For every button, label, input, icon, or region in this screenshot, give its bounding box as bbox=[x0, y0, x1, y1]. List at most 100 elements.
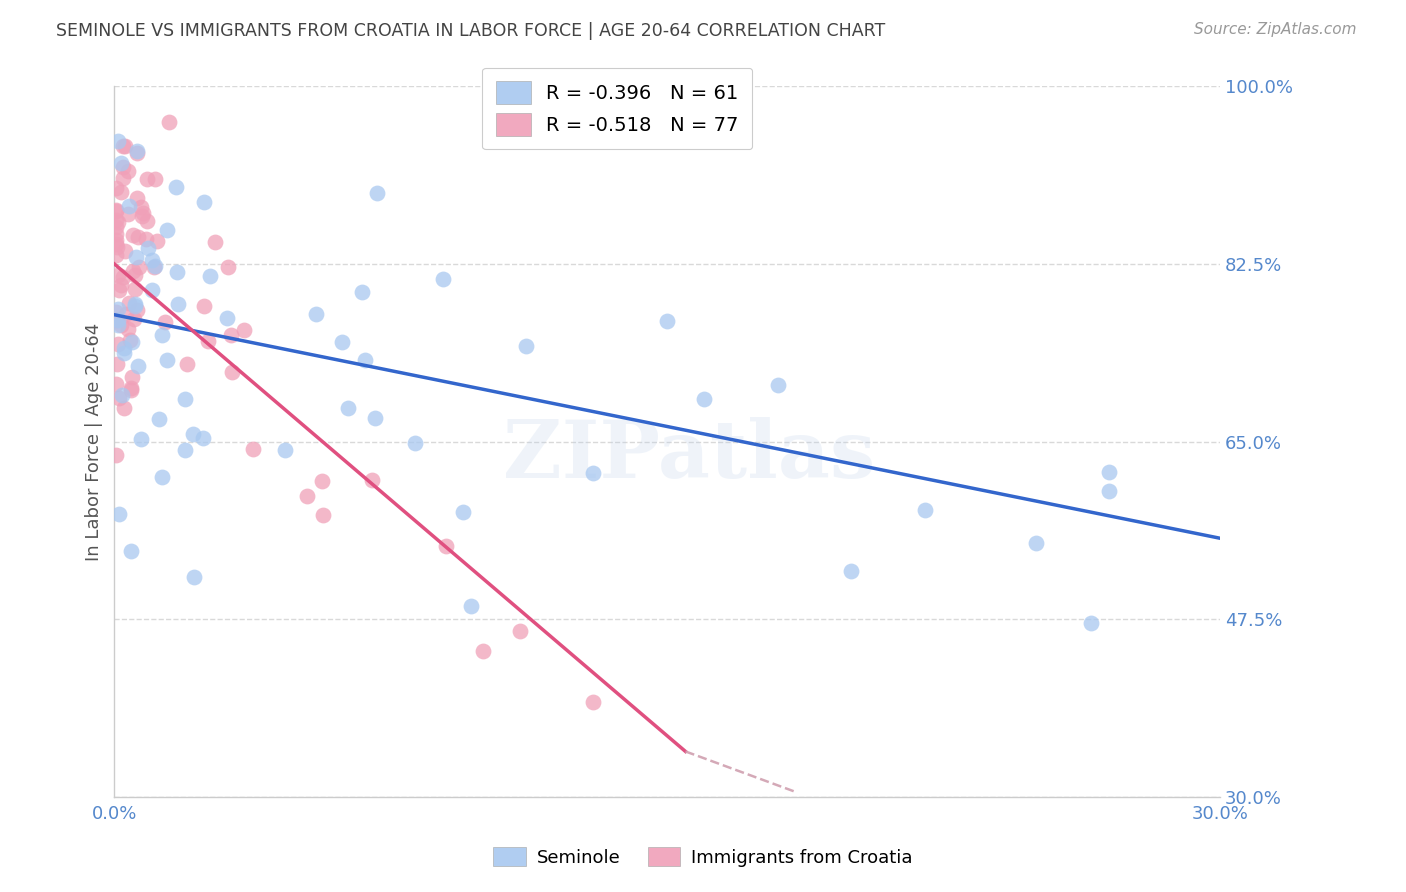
Legend: Seminole, Immigrants from Croatia: Seminole, Immigrants from Croatia bbox=[486, 840, 920, 874]
Point bbox=[693, 392, 716, 407]
Point bbox=[193, 300, 215, 314]
Point bbox=[453, 505, 475, 519]
Point bbox=[215, 310, 238, 325]
Point bbox=[105, 237, 128, 252]
Point bbox=[1098, 465, 1121, 479]
Point bbox=[121, 370, 143, 384]
Point bbox=[118, 296, 141, 310]
Point bbox=[105, 203, 128, 218]
Point bbox=[107, 301, 129, 316]
Point bbox=[104, 220, 127, 235]
Point bbox=[242, 442, 264, 456]
Point bbox=[117, 198, 139, 212]
Point bbox=[121, 264, 143, 278]
Point bbox=[115, 307, 138, 321]
Point bbox=[108, 392, 131, 406]
Point bbox=[155, 315, 177, 329]
Point bbox=[295, 489, 318, 503]
Point bbox=[330, 335, 353, 350]
Point bbox=[104, 180, 127, 194]
Point bbox=[129, 200, 152, 214]
Point bbox=[125, 302, 148, 317]
Point bbox=[127, 144, 149, 158]
Point bbox=[107, 215, 129, 229]
Point bbox=[120, 543, 142, 558]
Point bbox=[655, 314, 678, 328]
Point bbox=[1098, 483, 1121, 498]
Point bbox=[150, 328, 173, 343]
Point bbox=[135, 171, 157, 186]
Point bbox=[198, 269, 221, 284]
Point bbox=[111, 388, 134, 402]
Point bbox=[311, 508, 333, 522]
Point bbox=[136, 241, 159, 255]
Point bbox=[233, 323, 256, 337]
Point bbox=[204, 235, 226, 249]
Point bbox=[1080, 616, 1102, 631]
Point bbox=[117, 164, 139, 178]
Text: Source: ZipAtlas.com: Source: ZipAtlas.com bbox=[1194, 22, 1357, 37]
Point bbox=[141, 252, 163, 267]
Point bbox=[104, 233, 127, 247]
Point bbox=[127, 145, 149, 160]
Point bbox=[311, 475, 333, 489]
Point bbox=[114, 244, 136, 258]
Point bbox=[131, 432, 153, 446]
Point bbox=[167, 297, 190, 311]
Point bbox=[114, 139, 136, 153]
Point bbox=[156, 223, 179, 237]
Point bbox=[582, 694, 605, 708]
Point bbox=[104, 203, 127, 218]
Point bbox=[515, 339, 537, 353]
Point bbox=[165, 180, 187, 194]
Point bbox=[219, 327, 242, 342]
Point bbox=[176, 357, 198, 371]
Point bbox=[181, 426, 204, 441]
Point bbox=[305, 307, 328, 321]
Point bbox=[434, 539, 457, 553]
Point bbox=[143, 260, 166, 274]
Y-axis label: In Labor Force | Age 20-64: In Labor Force | Age 20-64 bbox=[86, 323, 103, 561]
Point bbox=[766, 378, 789, 392]
Point bbox=[117, 206, 139, 220]
Point bbox=[105, 213, 128, 227]
Point bbox=[107, 134, 129, 148]
Point bbox=[274, 443, 297, 458]
Point bbox=[366, 186, 388, 200]
Point bbox=[107, 507, 129, 521]
Point bbox=[364, 410, 387, 425]
Point bbox=[136, 213, 159, 227]
Point bbox=[112, 346, 135, 360]
Point bbox=[361, 473, 384, 487]
Point bbox=[148, 412, 170, 426]
Point bbox=[112, 341, 135, 355]
Point bbox=[839, 565, 862, 579]
Point bbox=[174, 392, 197, 406]
Point bbox=[104, 376, 127, 391]
Point bbox=[127, 230, 149, 244]
Point bbox=[112, 160, 135, 174]
Legend: R = -0.396   N = 61, R = -0.518   N = 77: R = -0.396 N = 61, R = -0.518 N = 77 bbox=[482, 68, 752, 150]
Point bbox=[404, 436, 426, 450]
Point bbox=[460, 599, 482, 613]
Point bbox=[191, 431, 214, 445]
Point bbox=[124, 268, 146, 282]
Point bbox=[125, 251, 148, 265]
Point bbox=[111, 138, 134, 153]
Point bbox=[135, 232, 157, 246]
Point bbox=[141, 283, 163, 297]
Point bbox=[155, 352, 177, 367]
Point bbox=[217, 260, 239, 275]
Point bbox=[107, 240, 129, 254]
Point bbox=[105, 357, 128, 371]
Point bbox=[120, 334, 142, 348]
Point bbox=[146, 234, 169, 248]
Point bbox=[108, 284, 131, 298]
Point bbox=[166, 265, 188, 279]
Point bbox=[471, 644, 494, 658]
Point bbox=[122, 311, 145, 326]
Point bbox=[107, 312, 129, 326]
Point bbox=[193, 194, 215, 209]
Point bbox=[350, 285, 373, 299]
Point bbox=[121, 227, 143, 242]
